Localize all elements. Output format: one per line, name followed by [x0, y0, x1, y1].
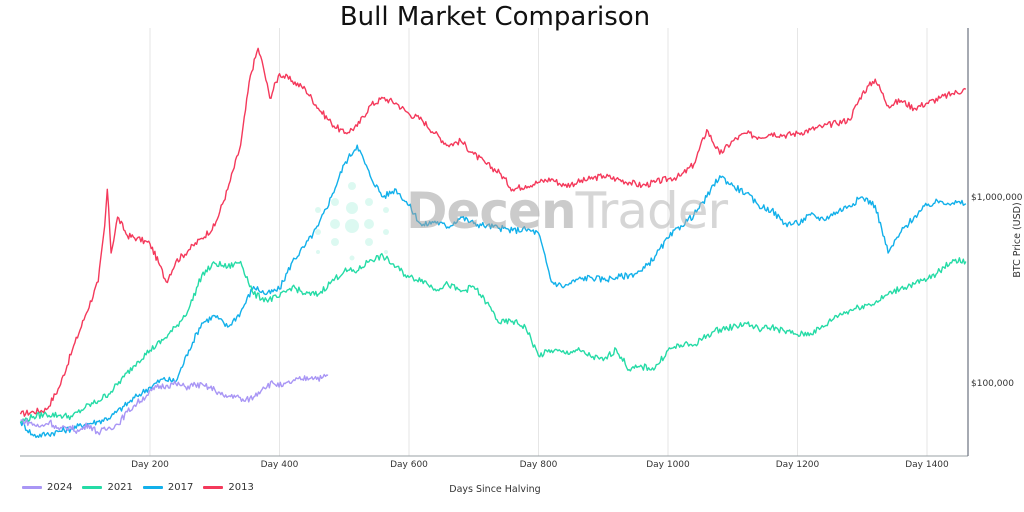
series-line-2013[interactable] [19, 47, 967, 417]
x-axis-label: Days Since Halving [449, 484, 541, 495]
x-tick-label: Day 1400 [905, 460, 949, 470]
legend-swatch-2017 [142, 486, 163, 489]
series-line-2021[interactable] [20, 252, 967, 423]
legend-label-2021: 2021 [107, 482, 133, 493]
legend-label-2017: 2017 [167, 482, 194, 493]
legend-item-2024[interactable]: 2024 [22, 482, 72, 493]
x-gridlines [149, 28, 928, 456]
legend-swatch-2021 [82, 486, 103, 489]
legend-item-2021[interactable]: 2021 [82, 482, 133, 493]
x-tick-label: Day 1000 [646, 460, 690, 470]
legend-item-2013[interactable]: 2013 [203, 482, 254, 493]
chart-legend: 2024 2021 2017 2013 [22, 482, 254, 493]
x-tick-label: Day 400 [261, 460, 299, 470]
legend-swatch-2024 [22, 486, 42, 489]
legend-swatch-2013 [203, 486, 224, 489]
x-tick-label: Day 800 [520, 460, 558, 470]
x-tick-label: Day 200 [131, 460, 169, 470]
x-tick-labels: Day 200 Day 400 Day 600 Day 800 Day 1000 Day … [131, 460, 949, 470]
x-tick-label: Day 600 [390, 460, 428, 470]
legend-label-2024: 2024 [47, 482, 73, 493]
x-tick-label: Day 1200 [776, 460, 820, 470]
series-line-2017[interactable] [19, 144, 967, 439]
y-tick-100k: $100,000 [971, 379, 1014, 389]
legend-item-2017[interactable]: 2017 [142, 482, 194, 493]
y-axis-label: BTC Price (USD) [1012, 202, 1023, 277]
series-line-2024[interactable] [20, 373, 329, 436]
chart-title: Bull Market Comparison [339, 2, 651, 32]
series-lines [19, 47, 967, 439]
y-tick-1m: $1,000,000 [971, 193, 1023, 203]
legend-label-2013: 2013 [228, 482, 254, 493]
